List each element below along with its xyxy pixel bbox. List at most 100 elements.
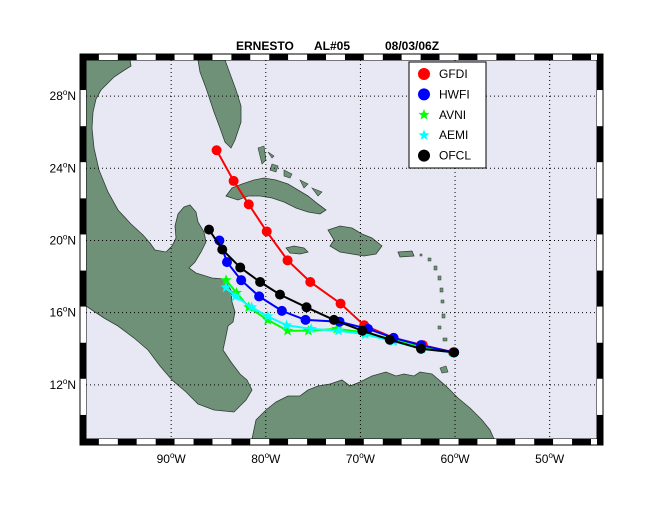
legend-item-hwfi: HWFI bbox=[418, 87, 470, 101]
track-point-aemi bbox=[246, 301, 258, 312]
track-point-ofcl bbox=[415, 343, 426, 354]
land-florida bbox=[197, 60, 242, 149]
land-puerto-rico bbox=[397, 250, 415, 258]
frame-segment bbox=[80, 234, 86, 271]
land-hispaniola bbox=[327, 225, 383, 257]
land-bahamas bbox=[257, 145, 323, 197]
lat-tick-label: 20oN bbox=[50, 232, 76, 247]
track-point-avni bbox=[220, 274, 232, 285]
frame-segment bbox=[515, 54, 535, 60]
frame-segment bbox=[326, 54, 345, 60]
axis-labels: 90oW 80oW 70oW 60oW 50oW 12oN 16oN 20oN 24oN 28oN bbox=[50, 88, 565, 466]
frame-segment bbox=[117, 54, 137, 60]
track-point-ofcl bbox=[204, 224, 215, 235]
frame-segment bbox=[344, 439, 364, 445]
frame-segment bbox=[597, 270, 603, 307]
frame-segment bbox=[155, 439, 175, 445]
track-point-ofcl bbox=[418, 149, 430, 162]
legend-label: GFDI bbox=[439, 67, 468, 81]
frame-segment bbox=[597, 198, 603, 235]
frame-segment bbox=[80, 54, 86, 91]
frame-segment bbox=[212, 54, 232, 60]
frame-segment bbox=[382, 54, 402, 60]
track-point-aemi bbox=[305, 323, 317, 334]
frame-segment bbox=[80, 198, 86, 235]
frame-segment bbox=[231, 439, 251, 445]
track-point-avni bbox=[282, 324, 294, 336]
track-point-ofcl bbox=[301, 302, 312, 313]
map-title: ERNESTO AL#05 08/03/06Z bbox=[236, 39, 439, 53]
legend-item-gfdi: GFDI bbox=[418, 67, 468, 81]
frame-segment bbox=[136, 54, 156, 60]
legend-item-aemi: AEMI bbox=[418, 128, 468, 142]
frame-segment bbox=[420, 54, 440, 60]
legend-item-ofcl: OFCL bbox=[418, 149, 471, 163]
track-point-avni bbox=[418, 108, 430, 120]
frame-segment bbox=[174, 439, 194, 445]
track-point-hwfi bbox=[300, 314, 311, 325]
track-point-ofcl bbox=[449, 347, 460, 358]
frame-segment bbox=[515, 439, 535, 445]
lat-tick-label: 12oN bbox=[50, 377, 76, 392]
track-point-ofcl bbox=[384, 334, 395, 345]
frame-segment bbox=[572, 439, 591, 445]
frame-segment bbox=[439, 54, 459, 60]
frame-segment bbox=[326, 439, 345, 445]
frame-segment bbox=[597, 54, 603, 91]
track-point-gfdi bbox=[261, 226, 272, 237]
track-point-ofcl bbox=[235, 262, 246, 273]
track-point-gfdi bbox=[243, 199, 254, 210]
frame-segment bbox=[269, 439, 289, 445]
track-point-ofcl bbox=[217, 244, 228, 255]
track-point-ofcl bbox=[274, 289, 285, 300]
legend-item-avni: AVNI bbox=[418, 108, 466, 122]
frame-segment bbox=[401, 439, 421, 445]
frame-segment bbox=[534, 439, 554, 445]
track-point-hwfi bbox=[418, 88, 430, 101]
frame-segment bbox=[382, 439, 402, 445]
frame-segment bbox=[117, 439, 137, 445]
lon-tick-label: 90oW bbox=[157, 451, 187, 466]
frame-segment bbox=[572, 54, 591, 60]
track-point-gfdi bbox=[335, 298, 346, 309]
frame-segment bbox=[363, 439, 383, 445]
frame-segment bbox=[597, 342, 603, 379]
land-trinidad bbox=[439, 365, 449, 374]
frame-segment bbox=[307, 54, 327, 60]
legend: GFDI HWFI AVNI AEMI OFCL bbox=[408, 61, 487, 169]
lat-tick-label: 28oN bbox=[50, 88, 76, 103]
frame-outline bbox=[79, 53, 604, 446]
track-point-avni bbox=[331, 323, 343, 334]
land-lesser-antilles bbox=[419, 253, 448, 342]
track-point-gfdi bbox=[305, 276, 316, 287]
map-border bbox=[79, 53, 604, 446]
track-point-gfdi bbox=[418, 68, 430, 80]
lon-tick-label: 60oW bbox=[440, 451, 470, 466]
legend-label: HWFI bbox=[439, 87, 470, 101]
track-point-aemi bbox=[333, 324, 345, 336]
frame-segment bbox=[269, 54, 289, 60]
frame-segment bbox=[80, 306, 86, 343]
track-ofcl bbox=[204, 224, 460, 358]
track-point-gfdi bbox=[211, 145, 222, 156]
frame-segment bbox=[307, 439, 327, 445]
frame-segment bbox=[212, 439, 232, 445]
lon-tick-label: 70oW bbox=[346, 451, 376, 466]
frame-segment bbox=[80, 378, 86, 415]
track-point-aemi bbox=[229, 290, 242, 302]
frame-segment bbox=[80, 126, 86, 163]
land-south-america bbox=[251, 371, 495, 439]
track-point-aemi bbox=[418, 129, 430, 140]
frame-segment bbox=[597, 234, 603, 271]
frame-segment bbox=[420, 439, 440, 445]
legend-label: AVNI bbox=[439, 108, 466, 122]
frame-segment bbox=[250, 54, 270, 60]
frame-segment bbox=[344, 54, 364, 60]
frame-segment bbox=[80, 270, 86, 307]
frame-segment bbox=[136, 439, 156, 445]
frame-segment bbox=[288, 439, 308, 445]
frame-segment bbox=[534, 54, 554, 60]
frame-segment bbox=[458, 439, 478, 445]
track-point-hwfi bbox=[276, 305, 287, 316]
title-advisory: AL#05 bbox=[314, 39, 350, 53]
